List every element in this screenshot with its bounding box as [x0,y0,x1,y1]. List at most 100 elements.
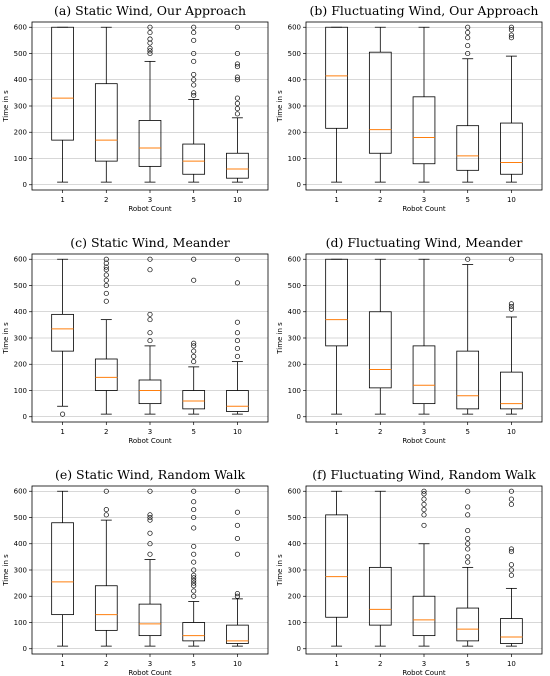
flier-point [191,583,197,589]
y-tick-label: 0 [297,181,301,189]
box-1 [51,490,74,647]
flier-point [234,330,240,336]
box-10 [500,488,523,647]
flier-point [465,528,471,534]
flier-point [191,572,197,578]
y-tick-label: 400 [288,540,301,548]
x-tick-label: 1 [60,196,64,204]
flier-point [234,593,240,599]
flier-point [508,35,514,41]
y-tick-label: 600 [288,24,301,32]
flier-point [234,24,240,30]
flier-point [508,27,514,33]
box-3 [412,258,436,415]
x-tick-label: 10 [233,428,242,436]
box-3 [412,26,436,183]
flier-point [191,50,197,57]
x-axis-label: Robot Count [128,669,172,676]
panel-3: (c) Static Wind, Meander 0 100 200 300 400 500… [2,235,269,445]
flier-point [508,303,514,310]
x-axis-label: Robot Count [128,205,172,213]
box-1 [51,26,74,183]
y-tick-label: 100 [288,387,301,395]
panel-1: (a) Static Wind, Our Approach 0 100 200 300 4… [2,3,269,213]
flier-point [103,512,109,518]
x-tick-label: 2 [104,428,108,436]
flier-point [147,36,153,42]
box-3 [412,488,436,647]
flier-point [234,338,240,344]
flier-point [508,256,514,262]
flier-point [191,77,197,83]
y-tick-label: 500 [14,50,27,58]
y-tick-label: 100 [288,619,301,627]
flier-point [103,260,109,266]
flier-point [191,551,197,557]
y-tick-label: 300 [288,102,301,110]
flier-point [103,290,109,296]
flier-point [147,541,153,547]
flier-point [234,64,240,70]
y-tick-label: 500 [288,50,301,58]
flier-point [508,24,514,30]
y-tick-label: 400 [288,76,301,84]
flier-point [103,267,109,273]
flier-point [465,488,471,494]
box-iqr [138,120,162,167]
box-iqr [325,514,348,618]
flier-point [234,61,240,67]
panel-title: (a) Static Wind, Our Approach [54,3,246,18]
flier-point [465,554,471,560]
flier-point [191,567,197,573]
y-tick-label: 400 [14,540,27,548]
y-tick-label: 600 [288,488,301,496]
x-tick-label: 5 [191,196,195,204]
flier-point [234,100,240,106]
y-tick-label: 100 [14,619,27,627]
x-tick-label: 10 [233,196,242,204]
y-tick-label: 400 [14,76,27,84]
flier-point [234,488,240,494]
panel-5: (e) Static Wind, Random Walk 0 100 200 300 40… [2,467,269,676]
flier-point [191,353,197,359]
y-tick-label: 500 [14,282,27,290]
x-tick-label: 2 [104,660,108,668]
box-5 [182,488,206,647]
x-tick-label: 10 [507,428,516,436]
x-tick-label: 2 [378,660,382,668]
flier-point [191,29,197,36]
flier-point [147,256,153,262]
flier-point [234,50,240,57]
box-iqr [500,618,523,644]
y-tick-label: 300 [288,566,301,574]
flier-point [191,82,197,88]
box-3 [138,488,162,647]
flier-point [508,567,514,573]
x-tick-label: 1 [334,660,338,668]
box-iqr [182,143,206,175]
flier-point [234,95,240,101]
box-10 [226,24,249,183]
box-5 [182,24,206,183]
box-1 [51,258,74,417]
box-iqr [456,125,480,171]
flier-point [234,551,240,557]
x-axis-label: Robot Count [402,669,446,676]
y-axis-label: Time in s [2,90,10,123]
y-tick-label: 100 [14,155,27,163]
y-axis-label: Time in s [276,554,284,587]
box-5 [456,488,480,647]
flier-point [234,256,240,262]
x-tick-label: 3 [422,660,426,668]
flier-point [508,301,514,307]
flier-point [234,535,240,542]
flier-point [147,514,153,521]
flier-point [191,525,197,531]
flier-point [191,343,197,349]
y-tick-label: 0 [297,645,301,653]
flier-point [508,549,514,555]
x-axis-label: Robot Count [402,205,446,213]
y-tick-label: 500 [288,282,301,290]
y-axis-label: Time in s [276,90,284,123]
